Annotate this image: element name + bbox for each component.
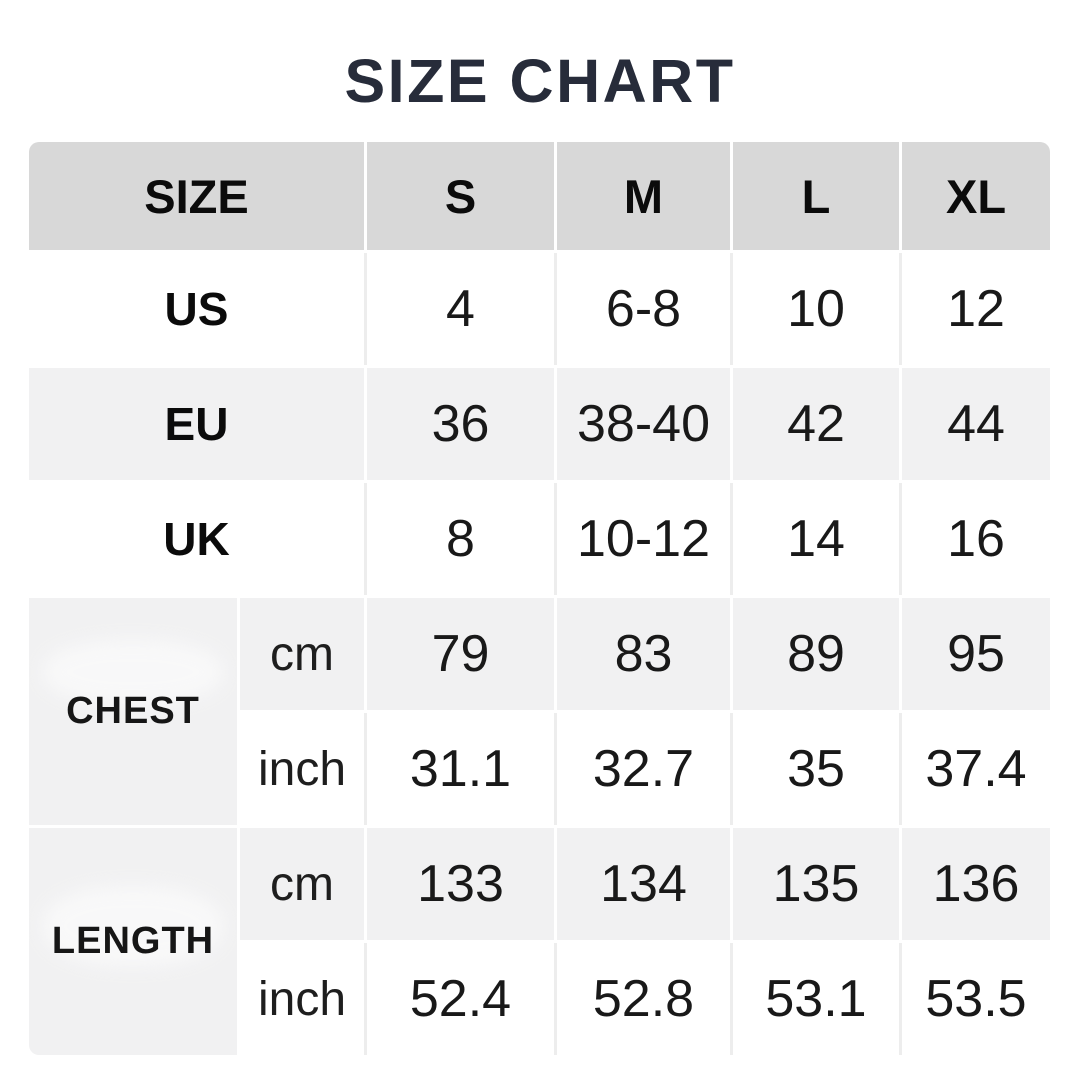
value-cell-length-cm-s: 133 [364, 828, 554, 940]
value-cell-length-inch-l: 53.1 [730, 943, 899, 1055]
value-cell-eu-s: 36 [364, 368, 554, 480]
header-cell-size: SIZE [29, 142, 364, 250]
value-cell-chest-cm-l: 89 [730, 598, 899, 710]
value-cell-uk-s: 8 [364, 483, 554, 595]
header-cell-m: M [554, 142, 730, 250]
section-label-chest: CHEST [29, 598, 240, 825]
header-cell-l: L [730, 142, 899, 250]
value-cell-chest-inch-s: 31.1 [364, 713, 554, 825]
section-label-chest-text: CHEST [66, 690, 200, 732]
value-cell-chest-inch-m: 32.7 [554, 713, 730, 825]
value-cell-length-inch-m: 52.8 [554, 943, 730, 1055]
value-cell-eu-xl: 44 [899, 368, 1050, 480]
value-cell-length-cm-m: 134 [554, 828, 730, 940]
unit-cell-chest-inch: inch [240, 713, 364, 825]
value-cell-chest-inch-xl: 37.4 [899, 713, 1050, 825]
row-label-uk: UK [29, 483, 364, 595]
unit-cell-length-inch: inch [240, 943, 364, 1055]
size-chart-table: SIZE S M L XL US 4 6-8 10 12 EU 36 38-40… [29, 142, 1050, 1055]
value-cell-uk-xl: 16 [899, 483, 1050, 595]
section-label-length-text: LENGTH [51, 920, 215, 962]
row-label-us: US [29, 253, 364, 365]
unit-cell-chest-cm: cm [240, 598, 364, 710]
value-cell-chest-cm-m: 83 [554, 598, 730, 710]
value-cell-eu-m: 38-40 [554, 368, 730, 480]
value-cell-chest-inch-l: 35 [730, 713, 899, 825]
value-cell-us-m: 6-8 [554, 253, 730, 365]
header-cell-s: S [364, 142, 554, 250]
page-title: SIZE CHART [344, 47, 736, 115]
value-cell-us-l: 10 [730, 253, 899, 365]
row-label-eu: EU [29, 368, 364, 480]
value-cell-length-inch-xl: 53.5 [899, 943, 1050, 1055]
value-cell-length-cm-l: 135 [730, 828, 899, 940]
value-cell-us-s: 4 [364, 253, 554, 365]
value-cell-length-cm-xl: 136 [899, 828, 1050, 940]
value-cell-eu-l: 42 [730, 368, 899, 480]
value-cell-chest-cm-xl: 95 [899, 598, 1050, 710]
unit-cell-length-cm: cm [240, 828, 364, 940]
value-cell-uk-l: 14 [730, 483, 899, 595]
value-cell-chest-cm-s: 79 [364, 598, 554, 710]
value-cell-uk-m: 10-12 [554, 483, 730, 595]
header-cell-xl: XL [899, 142, 1050, 250]
section-label-length: LENGTH [29, 828, 240, 1055]
value-cell-us-xl: 12 [899, 253, 1050, 365]
value-cell-length-inch-s: 52.4 [364, 943, 554, 1055]
